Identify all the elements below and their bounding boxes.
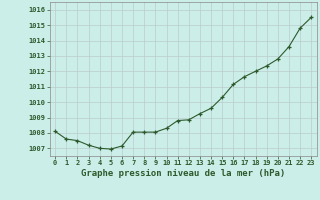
X-axis label: Graphe pression niveau de la mer (hPa): Graphe pression niveau de la mer (hPa) — [81, 169, 285, 178]
